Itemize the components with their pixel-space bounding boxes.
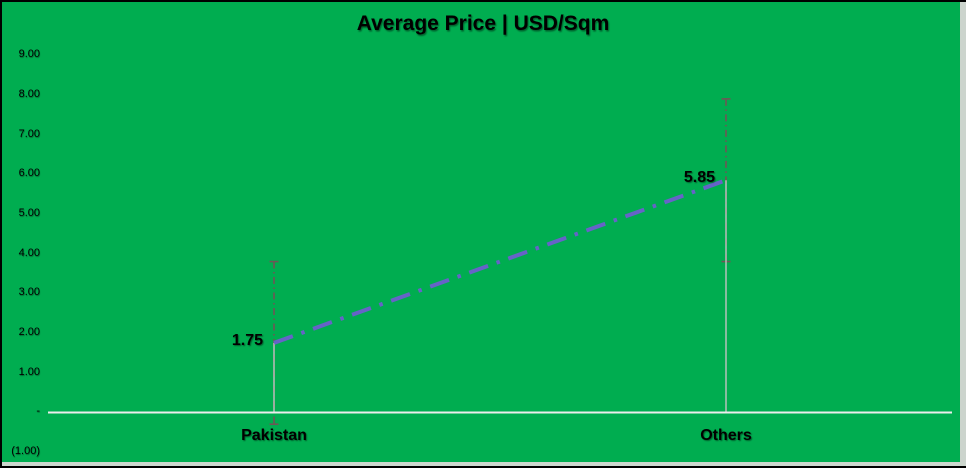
y-tick-label: 4.00 bbox=[18, 246, 40, 259]
window-edge-right bbox=[960, 0, 966, 468]
y-tick-label: 5.00 bbox=[18, 206, 40, 219]
data-label: 5.85 bbox=[683, 169, 715, 187]
category-label: Pakistan bbox=[241, 427, 307, 444]
y-tick-label: - bbox=[36, 405, 40, 418]
y-tick-label: 9.00 bbox=[18, 48, 40, 61]
chart-title: Average Price | USD/Sqm bbox=[356, 12, 610, 35]
y-tick-label: 1.00 bbox=[18, 365, 40, 378]
window-border-left bbox=[0, 0, 2, 468]
window-border-bottom bbox=[0, 466, 966, 468]
y-tick-label: 8.00 bbox=[18, 87, 40, 100]
window-edge-bottom-strip bbox=[0, 462, 966, 466]
y-tick-label: (1.00) bbox=[11, 444, 40, 457]
y-tick-label: 3.00 bbox=[18, 286, 40, 299]
y-tick-label: 6.00 bbox=[18, 167, 40, 180]
series-trend-line bbox=[273, 178, 727, 345]
category-label: Others bbox=[700, 427, 752, 444]
y-tick-label: 7.00 bbox=[18, 127, 40, 140]
window-border-top bbox=[0, 0, 966, 2]
y-tick-label: 2.00 bbox=[18, 325, 40, 338]
data-label: 1.75 bbox=[231, 331, 263, 349]
